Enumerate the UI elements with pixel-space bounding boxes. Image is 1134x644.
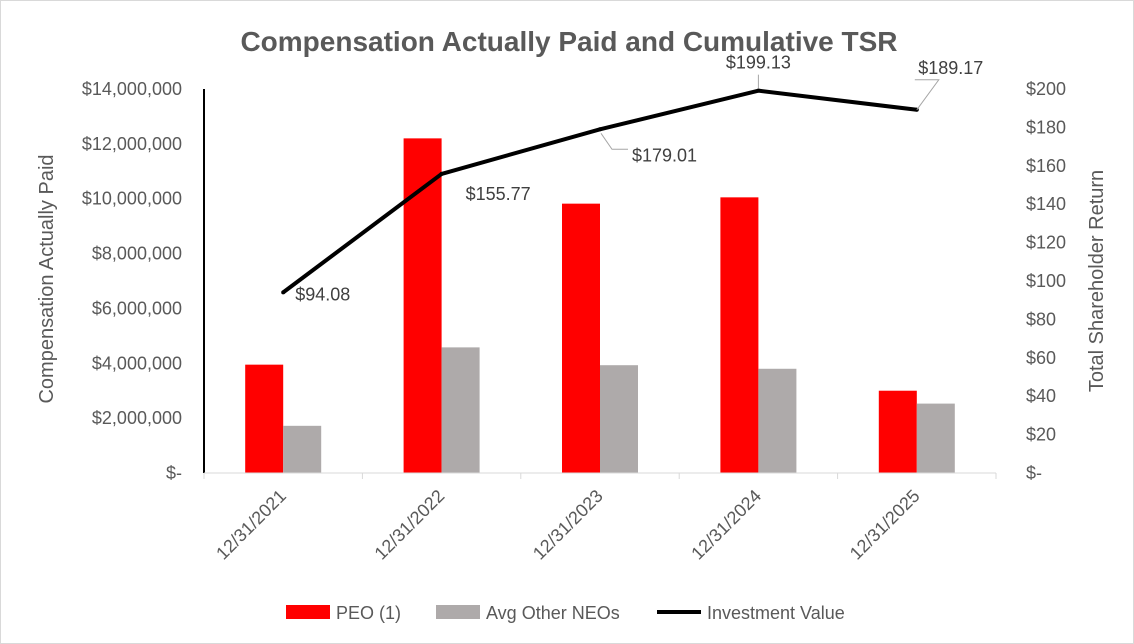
category-label: 12/31/2024	[687, 486, 765, 564]
right-tick-label: $20	[1026, 425, 1056, 445]
left-tick-label: $2,000,000	[92, 408, 182, 428]
legend-peo-swatch	[286, 605, 330, 619]
investment-value-point	[281, 290, 286, 295]
investment-data-label: $189.17	[918, 58, 983, 78]
right-tick-label: $80	[1026, 309, 1056, 329]
left-tick-label: $8,000,000	[92, 244, 182, 264]
right-tick-label: $40	[1026, 386, 1056, 406]
bar-avg-other-neos	[283, 425, 322, 473]
left-tick-label: $14,000,000	[82, 79, 182, 99]
left-tick-label: $-	[166, 463, 182, 483]
investment-data-label: $155.77	[466, 184, 531, 204]
bar-peo	[245, 364, 284, 473]
right-tick-label: $200	[1026, 79, 1066, 99]
bar-avg-other-neos	[916, 403, 955, 473]
bars-layer	[245, 138, 955, 474]
right-tick-label: $-	[1026, 463, 1042, 483]
left-axis-title: Compensation Actually Paid	[36, 154, 58, 403]
left-tick-label: $10,000,000	[82, 189, 182, 209]
category-labels: 12/31/2021 12/31/2022 12/31/2023 12/31/2024…	[212, 486, 923, 564]
right-tick-label: $140	[1026, 194, 1066, 214]
legend-neo-swatch	[436, 605, 480, 619]
category-label: 12/31/2023	[529, 486, 607, 564]
right-tick-label: $60	[1026, 348, 1056, 368]
investment-data-label: $94.08	[295, 284, 350, 304]
investment-value-point	[439, 171, 444, 176]
data-label-leader	[914, 79, 940, 111]
investment-value-point	[598, 127, 602, 132]
right-tick-label: $180	[1026, 117, 1066, 137]
left-tick-label: $6,000,000	[92, 298, 182, 318]
right-axis-title: Total Shareholder Return	[1086, 170, 1108, 392]
data-label-leader	[600, 133, 628, 150]
legend-peo-label: PEO (1)	[336, 603, 401, 623]
bar-avg-other-neos	[758, 368, 797, 473]
right-axis-ticks: $- $20 $40 $60 $80 $100 $120 $140 $160 $180 $200	[1026, 79, 1066, 483]
category-label: 12/31/2021	[212, 486, 290, 564]
legend: PEO (1) Avg Other NEOs Investment Value	[286, 603, 845, 623]
investment-line-layer	[281, 88, 919, 295]
category-label: 12/31/2025	[846, 486, 924, 564]
chart-title: Compensation Actually Paid and Cumulativ…	[240, 26, 897, 57]
legend-investment-label: Investment Value	[707, 603, 845, 623]
left-tick-label: $12,000,000	[82, 134, 182, 154]
left-tick-label: $4,000,000	[92, 353, 182, 373]
bar-avg-other-neos	[441, 347, 480, 473]
bar-peo	[562, 203, 600, 473]
bar-peo	[403, 138, 442, 473]
left-axis-ticks: $- $2,000,000 $4,000,000 $6,000,000 $8,000,0…	[82, 79, 182, 483]
bar-peo	[878, 390, 917, 473]
data-labels-layer: $94.08 $155.77 $179.01 $199.13 $189.17	[295, 53, 983, 305]
investment-data-label: $199.13	[726, 53, 791, 73]
investment-data-label: $179.01	[632, 145, 697, 165]
category-label: 12/31/2022	[371, 486, 449, 564]
investment-value-point	[756, 88, 761, 93]
right-tick-label: $100	[1026, 271, 1066, 291]
right-tick-label: $160	[1026, 156, 1066, 176]
bar-avg-other-neos	[600, 365, 638, 473]
legend-neo-label: Avg Other NEOs	[486, 603, 620, 623]
right-tick-label: $120	[1026, 233, 1066, 253]
bar-peo	[720, 197, 759, 474]
category-tick-marks	[203, 473, 997, 479]
